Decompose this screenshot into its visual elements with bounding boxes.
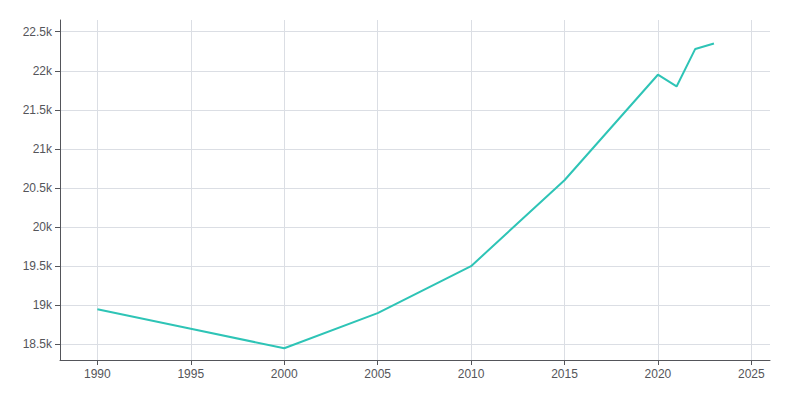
- svg-text:2010: 2010: [458, 367, 485, 381]
- svg-text:1990: 1990: [84, 367, 111, 381]
- svg-text:19.5k: 19.5k: [23, 259, 53, 273]
- svg-text:21.5k: 21.5k: [23, 103, 53, 117]
- svg-text:20.5k: 20.5k: [23, 181, 53, 195]
- svg-text:2020: 2020: [645, 367, 672, 381]
- svg-text:22k: 22k: [33, 64, 53, 78]
- svg-text:2015: 2015: [551, 367, 578, 381]
- svg-text:19k: 19k: [33, 298, 53, 312]
- svg-text:22.5k: 22.5k: [23, 25, 53, 39]
- svg-text:1995: 1995: [177, 367, 204, 381]
- svg-text:2025: 2025: [738, 367, 765, 381]
- svg-text:21k: 21k: [33, 142, 53, 156]
- svg-text:2005: 2005: [364, 367, 391, 381]
- svg-text:2000: 2000: [271, 367, 298, 381]
- svg-text:18.5k: 18.5k: [23, 337, 53, 351]
- svg-text:20k: 20k: [33, 220, 53, 234]
